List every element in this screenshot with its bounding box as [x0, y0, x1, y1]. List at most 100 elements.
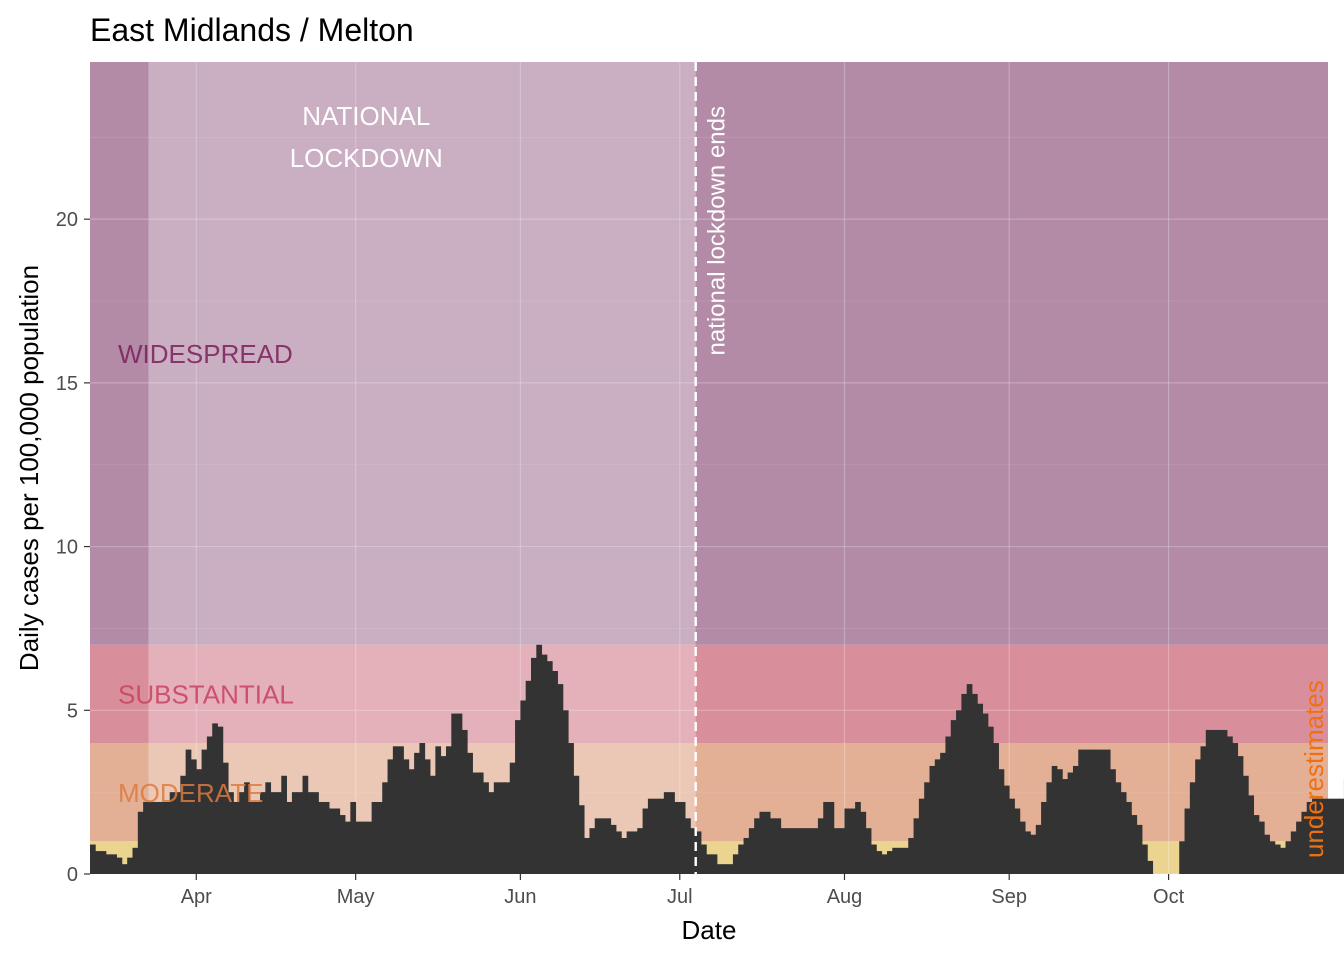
- bar: [472, 772, 479, 874]
- bar: [531, 657, 537, 874]
- bar: [414, 752, 420, 874]
- bar: [323, 801, 330, 874]
- y-tick-label: 10: [56, 537, 78, 559]
- gridlines: [90, 62, 1328, 875]
- bar: [759, 811, 766, 874]
- bar: [1136, 824, 1143, 874]
- bar: [1189, 782, 1196, 874]
- bar: [1067, 772, 1074, 874]
- bar: [164, 801, 171, 874]
- bar: [844, 808, 851, 874]
- bar: [339, 815, 346, 874]
- y-tick-label: 0: [67, 864, 78, 886]
- bar: [212, 723, 218, 874]
- bar: [1296, 821, 1302, 874]
- bar: [105, 854, 112, 874]
- bar: [929, 765, 936, 874]
- bar: [653, 798, 659, 874]
- bar: [1057, 769, 1063, 874]
- bar: [238, 792, 245, 874]
- bar: [605, 818, 612, 874]
- bar: [865, 828, 872, 874]
- bar: [260, 792, 266, 874]
- x-tick-label: Oct: [1153, 886, 1185, 908]
- bar: [451, 713, 458, 874]
- bar: [626, 831, 633, 874]
- bar: [1232, 743, 1239, 874]
- bar: [541, 654, 548, 874]
- bar: [302, 775, 309, 874]
- lockdown-label-line1: NATIONAL: [302, 101, 430, 131]
- bar: [584, 837, 590, 874]
- bar: [1104, 749, 1111, 874]
- bar: [722, 864, 728, 874]
- bar: [169, 792, 176, 874]
- band-label-substantial: SUBSTANTIAL: [118, 680, 294, 710]
- bar: [190, 759, 197, 874]
- bar: [1088, 749, 1095, 874]
- bar: [711, 854, 718, 874]
- bar: [100, 851, 107, 874]
- bar: [987, 726, 994, 874]
- bar: [557, 684, 564, 874]
- band-substantial: [90, 644, 1328, 744]
- bar: [1285, 841, 1292, 874]
- bar: [839, 828, 845, 874]
- bar: [445, 746, 452, 874]
- bar: [690, 828, 697, 874]
- bar: [111, 854, 117, 874]
- bar: [121, 864, 128, 874]
- bar: [185, 749, 192, 874]
- bar: [419, 743, 426, 874]
- bar: [669, 792, 675, 874]
- bar: [201, 749, 208, 874]
- bar: [764, 811, 771, 874]
- bar: [1003, 785, 1010, 874]
- bar: [233, 801, 240, 874]
- bar: [1046, 782, 1053, 874]
- bar: [467, 752, 473, 874]
- bar: [743, 837, 750, 874]
- bar: [1184, 808, 1191, 874]
- bar: [738, 844, 744, 874]
- bar: [329, 808, 335, 874]
- bar: [616, 831, 622, 874]
- bar: [175, 792, 181, 874]
- bar: [461, 729, 468, 874]
- bar: [520, 700, 527, 874]
- bar: [642, 808, 649, 874]
- bar: [791, 828, 798, 874]
- bar: [249, 801, 256, 874]
- y-tick-label: 5: [67, 700, 78, 722]
- bar: [902, 847, 909, 874]
- bar: [647, 798, 654, 874]
- bar: [1094, 749, 1100, 874]
- bar: [307, 792, 314, 874]
- bar: [801, 828, 808, 874]
- bar: [1242, 775, 1249, 874]
- bar: [918, 798, 925, 874]
- bar: [1019, 821, 1026, 874]
- bar: [881, 854, 888, 874]
- bar: [403, 759, 410, 874]
- bar: [573, 775, 580, 874]
- bar: [180, 775, 187, 874]
- bar: [228, 792, 234, 874]
- bar: [892, 847, 899, 874]
- bar: [504, 782, 511, 874]
- bar: [297, 792, 303, 874]
- bar: [376, 801, 383, 874]
- bar: [355, 821, 362, 874]
- bar: [631, 831, 638, 874]
- bar: [408, 769, 415, 874]
- bar: [998, 769, 1005, 874]
- bar: [780, 828, 787, 874]
- bar: [1211, 729, 1217, 874]
- bar: [493, 782, 500, 874]
- bar: [956, 710, 962, 874]
- bar: [1216, 729, 1223, 874]
- bar: [1280, 847, 1286, 874]
- bar: [706, 854, 713, 874]
- bar: [387, 759, 394, 874]
- bar: [371, 801, 378, 874]
